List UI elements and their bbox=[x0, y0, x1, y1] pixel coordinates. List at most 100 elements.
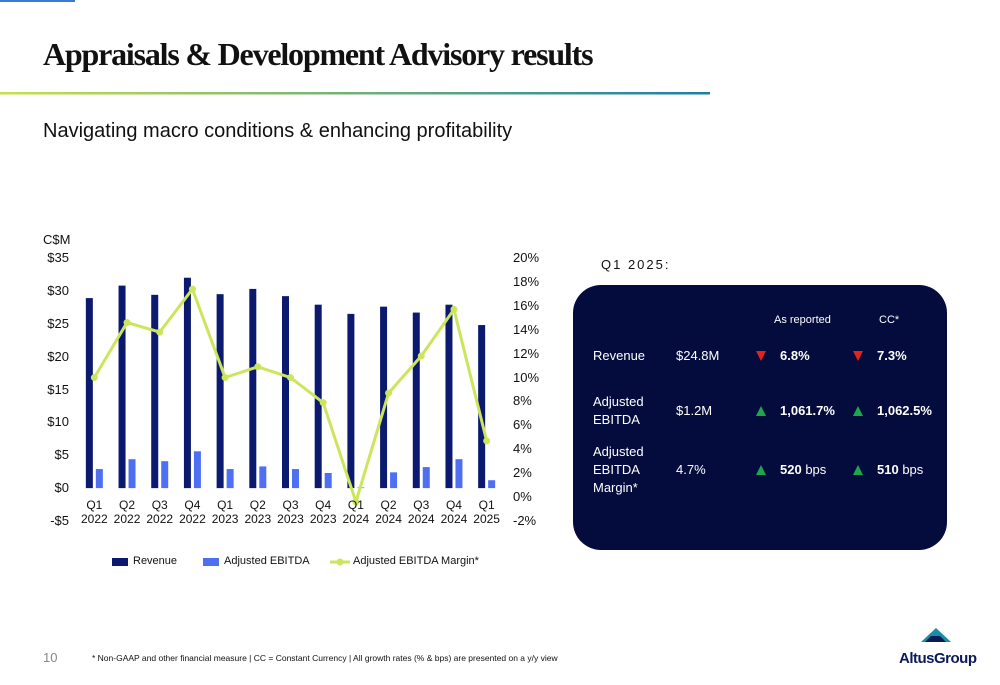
marker bbox=[188, 285, 196, 293]
x-tick-label: Q3 2023 bbox=[277, 498, 304, 526]
arrow-shape bbox=[756, 351, 766, 361]
x-tick-label: Q2 2022 bbox=[113, 498, 141, 526]
bar bbox=[445, 304, 453, 489]
y2-tick-label: -2% bbox=[513, 513, 537, 528]
bar bbox=[128, 459, 136, 489]
arrow-shape bbox=[853, 351, 863, 361]
bar bbox=[455, 459, 463, 489]
y2-tick-label: 12% bbox=[513, 345, 540, 361]
x-tick-label: Q3 2022 bbox=[146, 498, 174, 526]
bar bbox=[161, 461, 169, 489]
bar bbox=[85, 298, 93, 489]
y-tick-label: $30 bbox=[47, 282, 69, 298]
column-header: As reported bbox=[774, 314, 831, 326]
legend-label: Revenue bbox=[133, 555, 178, 567]
row-label: Adjusted EBITDA Margin* bbox=[593, 444, 644, 495]
bar bbox=[390, 472, 398, 489]
y-tick-label: $35 bbox=[47, 250, 69, 265]
change: 510 bps bbox=[877, 461, 923, 479]
marker bbox=[123, 319, 131, 327]
trend-arrow bbox=[853, 465, 863, 475]
bar bbox=[324, 473, 332, 489]
x-tick-label: Q4 2023 bbox=[309, 498, 337, 526]
row-amount: $24.8M bbox=[676, 348, 720, 363]
bar bbox=[216, 294, 224, 489]
marker bbox=[417, 352, 425, 360]
legend-swatch bbox=[203, 558, 219, 566]
bar bbox=[226, 469, 234, 489]
y-tick-label: $20 bbox=[47, 348, 69, 364]
change: 1,061.7% bbox=[780, 402, 835, 420]
x-tick-label: Q4 2024 bbox=[440, 498, 468, 526]
arrow-shape bbox=[756, 465, 766, 475]
x-tick-label: Q1 2025 bbox=[473, 498, 500, 526]
y2-tick-label: 14% bbox=[513, 321, 540, 337]
marker bbox=[287, 374, 294, 382]
x-tick-label: Q2 2024 bbox=[375, 498, 402, 526]
column-header: CC* bbox=[879, 314, 900, 326]
y2-tick-label: 10% bbox=[513, 369, 540, 385]
bar bbox=[259, 466, 267, 489]
row-amount: $1.2M bbox=[676, 403, 713, 418]
change-value: 6.8% bbox=[780, 348, 810, 363]
trend-arrow bbox=[756, 406, 766, 416]
top-accent bbox=[0, 0, 75, 2]
summary-panel: As reported CC* Revenue $24.8M 6.8% 7.3% Adj… bbox=[573, 285, 947, 550]
y2-tick-label: 8% bbox=[513, 393, 532, 409]
x-tick-label: Q2 2023 bbox=[244, 498, 272, 526]
marker bbox=[156, 328, 164, 336]
bar bbox=[151, 294, 159, 489]
marker bbox=[385, 389, 393, 397]
y-tick-label: $25 bbox=[47, 315, 69, 331]
arrow-shape bbox=[853, 406, 863, 416]
row-amount: 4.7% bbox=[676, 462, 706, 477]
bar bbox=[249, 288, 257, 489]
change-value: 520 bbox=[780, 462, 802, 477]
subtitle: Navigating macro conditions & enhancing … bbox=[43, 120, 513, 142]
marker bbox=[319, 399, 327, 407]
y2-tick-label: 16% bbox=[513, 297, 540, 313]
bar bbox=[478, 325, 486, 489]
arrow-shape bbox=[853, 465, 863, 475]
legend-marker bbox=[336, 558, 344, 566]
change: 6.8% bbox=[780, 347, 810, 365]
footnote: * Non-GAAP and other financial measure |… bbox=[92, 653, 558, 663]
y-tick-label: $15 bbox=[47, 381, 69, 397]
brand: AltusGroup bbox=[899, 650, 977, 667]
y2-tick-label: 18% bbox=[513, 273, 540, 289]
change-value: 7.3% bbox=[877, 348, 907, 363]
x-tick-label: Q4 2022 bbox=[179, 498, 206, 526]
y2-tick-label: 2% bbox=[513, 465, 532, 481]
x-tick-label: Q3 2024 bbox=[407, 498, 435, 526]
x-tick-label: Q1 2024 bbox=[342, 498, 370, 526]
summary-title: Q1 2025: bbox=[601, 257, 671, 272]
y2-tick-label: 0% bbox=[513, 489, 532, 505]
y2-tick-label: 4% bbox=[513, 441, 532, 457]
bar bbox=[380, 306, 388, 489]
y-axis-label: C$M bbox=[43, 232, 71, 247]
legend-label: Adjusted EBITDA bbox=[224, 555, 310, 567]
change: 520 bps bbox=[780, 461, 826, 479]
x-tick-label: Q1 2022 bbox=[80, 498, 108, 526]
bar bbox=[488, 480, 496, 489]
row-label: Adjusted EBITDA bbox=[593, 394, 644, 427]
bar bbox=[95, 469, 103, 489]
bar bbox=[183, 277, 191, 489]
arrow-shape bbox=[756, 406, 766, 416]
y2-tick-label: 6% bbox=[513, 417, 532, 433]
change-value: 510 bbox=[877, 462, 899, 477]
bar bbox=[314, 304, 322, 489]
change-unit: bps bbox=[805, 462, 827, 477]
marker bbox=[352, 498, 360, 506]
x-tick-label: Q1 2023 bbox=[211, 498, 239, 526]
bar bbox=[422, 467, 430, 489]
bar bbox=[193, 451, 201, 489]
y-tick-label: $10 bbox=[47, 414, 69, 430]
change: 1,062.5% bbox=[877, 402, 932, 420]
trend-arrow bbox=[853, 406, 863, 416]
bar bbox=[292, 469, 299, 489]
change-value: 1,062.5% bbox=[877, 403, 932, 418]
